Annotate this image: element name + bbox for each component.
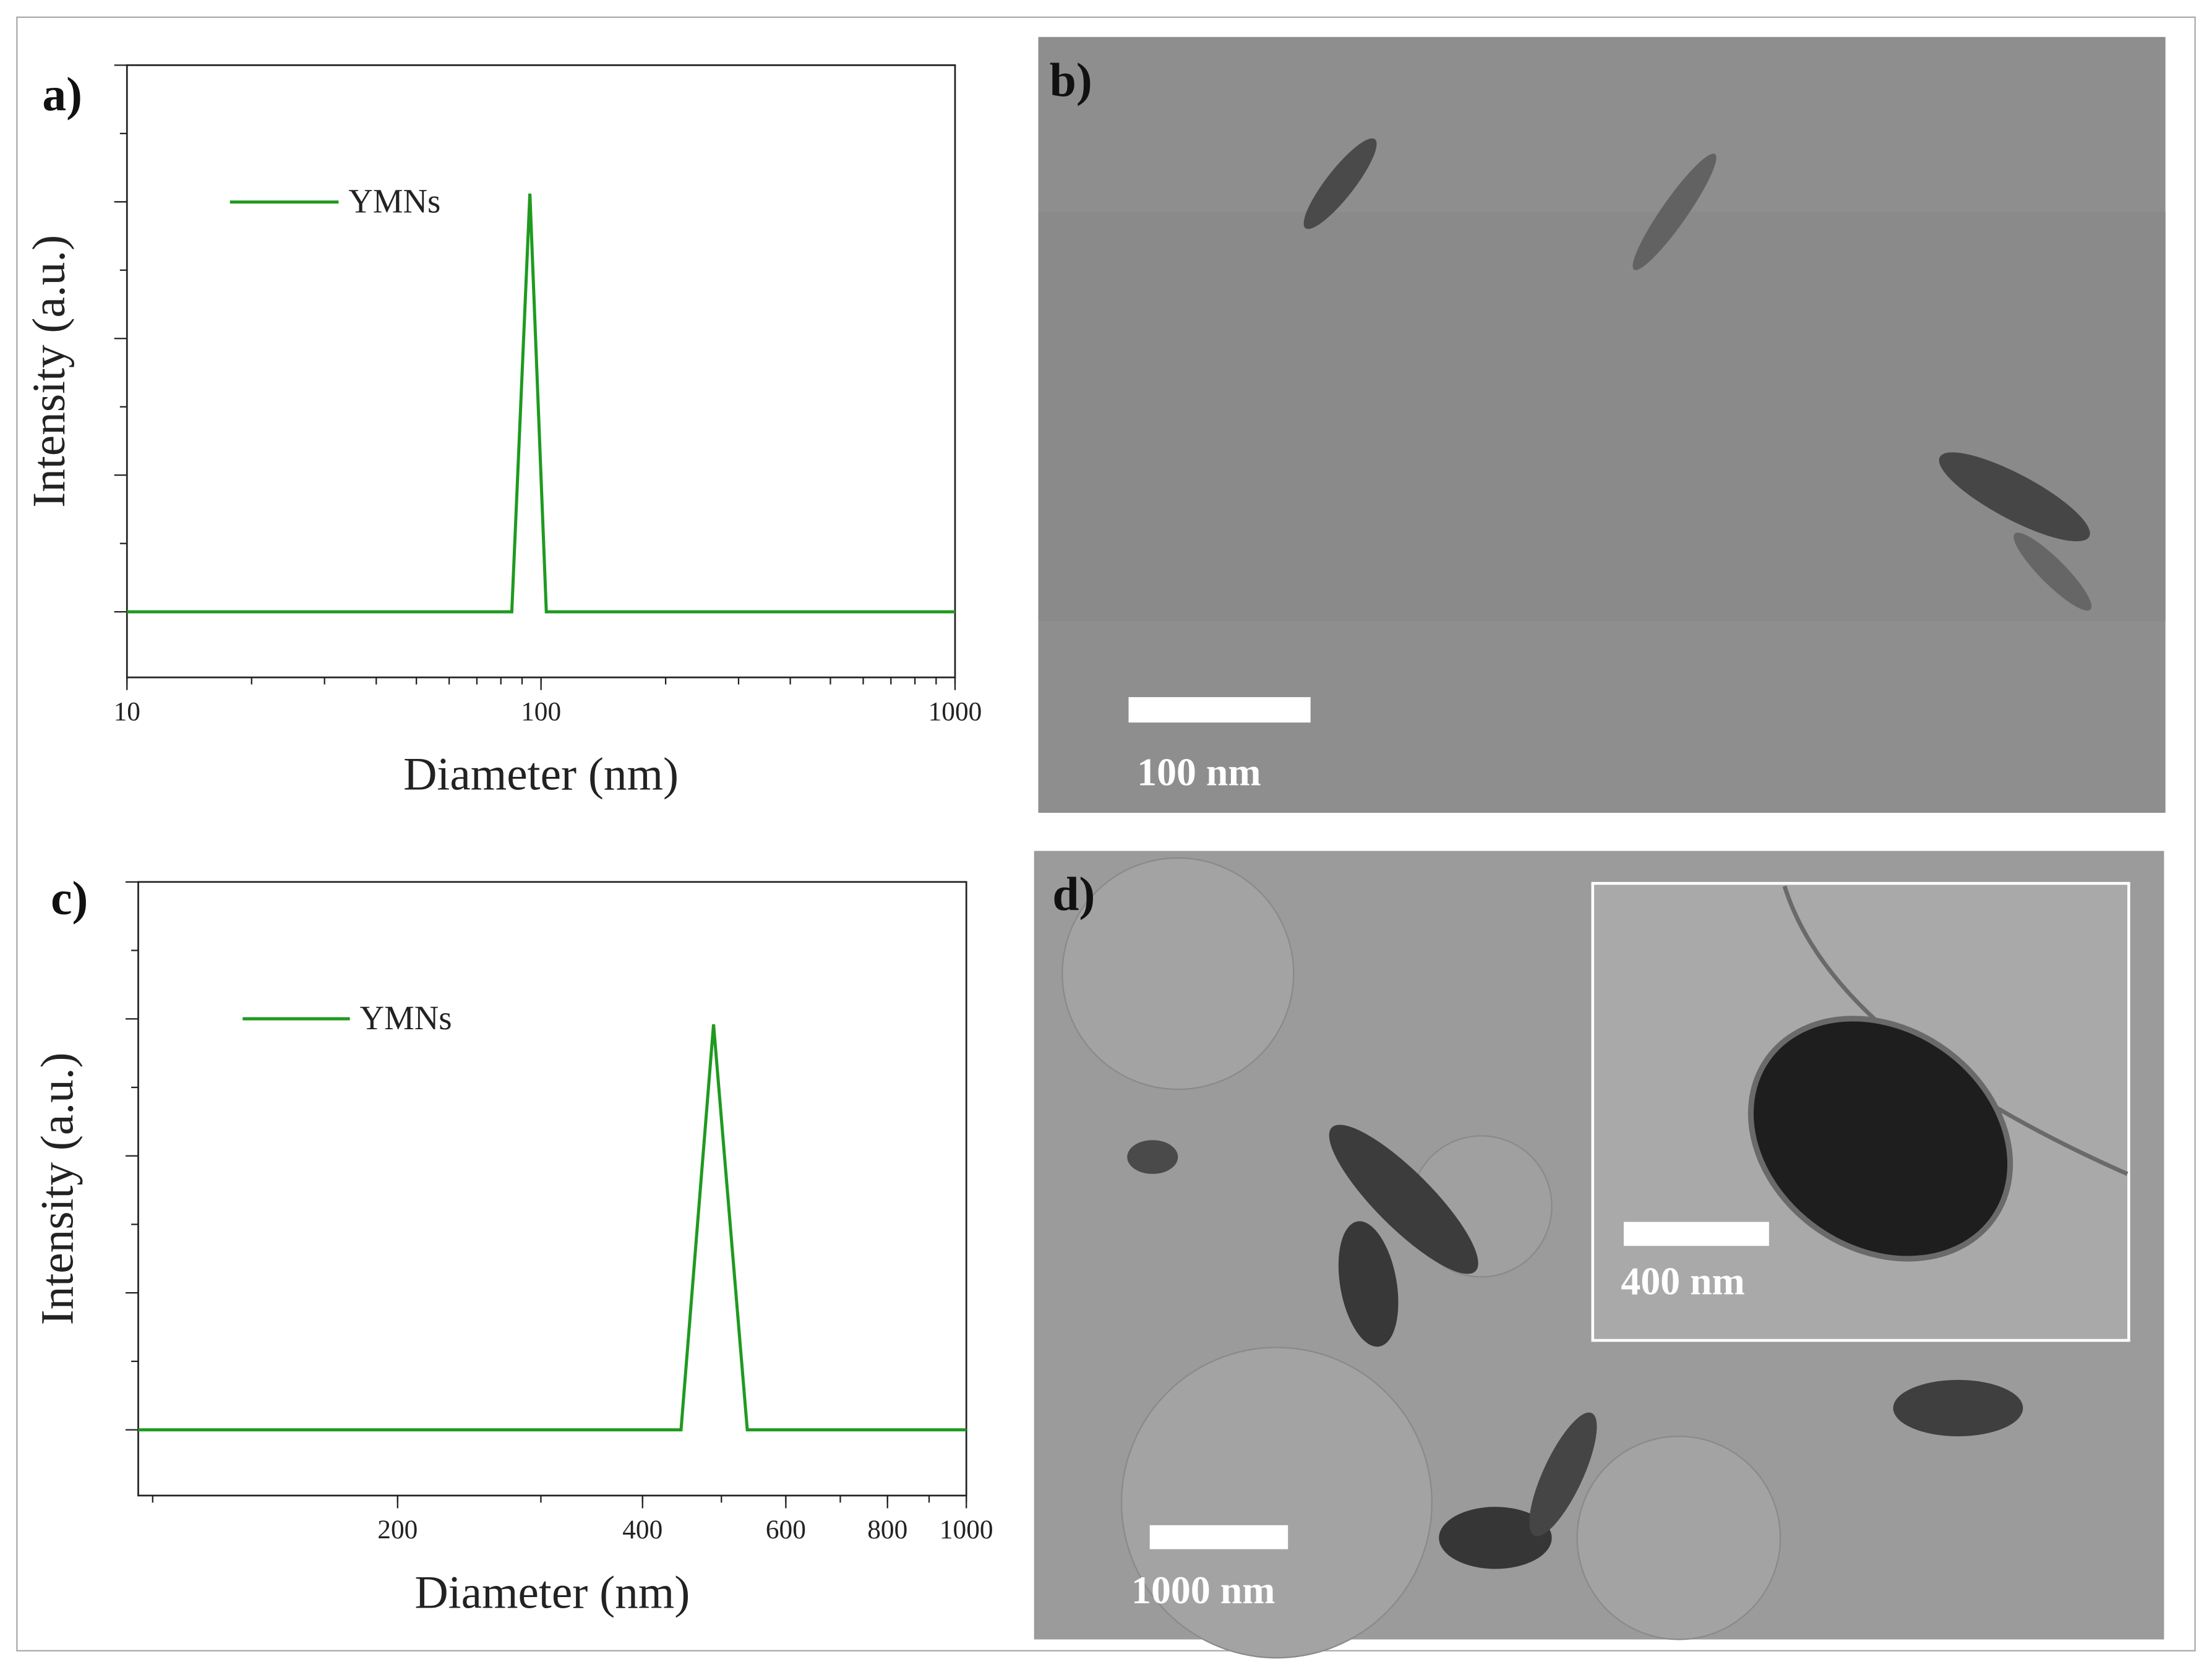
micrograph-b: b) 100 nm (1038, 36, 2166, 813)
inset-scale-bar-label: 400 nm (1621, 1259, 1744, 1303)
x-tick-label: 200 (377, 1515, 418, 1544)
frame (16, 16, 2196, 1651)
micrograph-d: 400 nm 1000 nm d) (1034, 850, 2164, 1659)
scale-bar-label: 100 nm (1137, 750, 1261, 794)
x-tick-label: 600 (766, 1515, 806, 1544)
x-axis-label: Diameter (nm) (414, 1567, 690, 1618)
panel-label: a) (42, 67, 82, 121)
data-line (138, 1024, 967, 1432)
y-axis-label: Intensity (a.u.) (32, 1052, 84, 1325)
plot-frame (126, 64, 956, 679)
y-axis-label: Intensity (a.u.) (24, 235, 75, 508)
data-line (127, 193, 955, 614)
legend-label: YMNs (360, 999, 452, 1037)
x-tick-label: 400 (622, 1515, 662, 1544)
panel-label: d) (1052, 867, 1095, 920)
x-tick-label: 800 (867, 1515, 907, 1544)
x-tick-label: 1000 (940, 1515, 993, 1544)
panel-label: c) (51, 872, 88, 925)
x-tick-label: 1000 (928, 696, 982, 726)
scale-bar-label: 1000 nm (1131, 1568, 1275, 1612)
x-axis-label: Diameter (nm) (403, 749, 679, 800)
x-tick-label: 10 (114, 696, 140, 726)
x-tick-label: 100 (521, 696, 561, 726)
panel-label: b) (1050, 53, 1092, 106)
plot-frame (137, 881, 967, 1497)
legend-label: YMNs (348, 182, 440, 220)
